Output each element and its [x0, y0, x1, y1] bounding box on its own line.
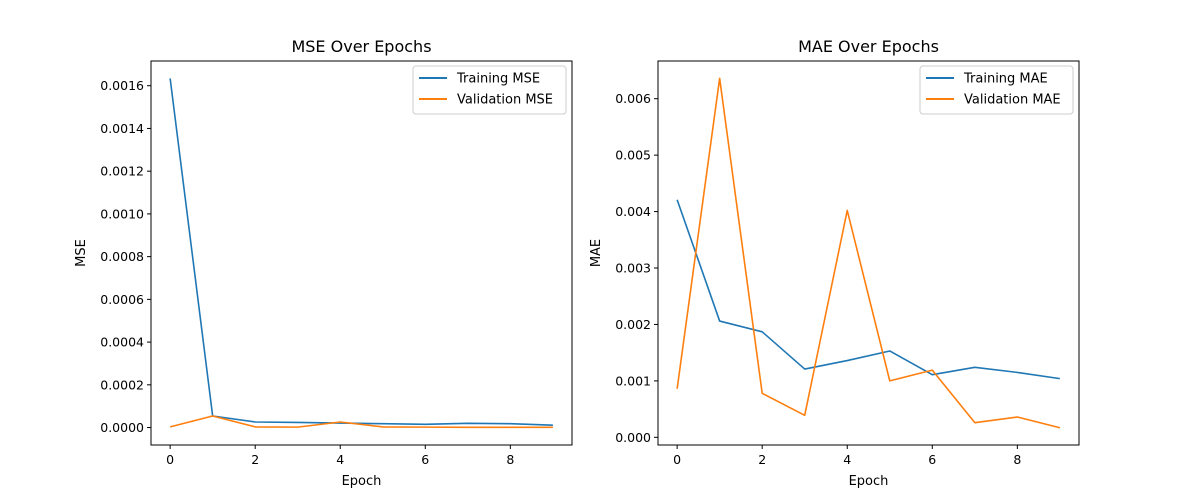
series-lines: [676, 77, 1061, 429]
y-tick-label: 0.0002: [100, 377, 144, 392]
ticks: 0 2 4 6 8 0.000 0.001 0.002 0.003 0.004 0.005 0.006: [615, 91, 1021, 467]
y-tick-label: 0.0016: [100, 78, 144, 93]
x-tick-label: 0: [673, 452, 681, 467]
x-tick-label: 8: [506, 452, 514, 467]
y-tick-label: 0.000: [615, 430, 651, 445]
x-tick-label: 2: [251, 452, 259, 467]
mse-chart: MSE Over Epochs Epoch MSE 0 2 4 6 8 0.0000 0.0…: [74, 37, 573, 489]
y-tick-label: 0.0010: [100, 206, 144, 221]
legend-label-training: Training MAE: [963, 72, 1048, 87]
mae-chart: MAE Over Epochs Epoch MAE 0 2 4 6 8 0.000 0.00…: [589, 37, 1080, 489]
legend-label-validation: Validation MAE: [964, 93, 1061, 108]
y-axis-label: MSE: [74, 239, 89, 267]
series-line-validation: [169, 415, 553, 429]
x-axis-label: Epoch: [849, 474, 889, 489]
legend-box: [412, 65, 567, 115]
chart-title: MSE Over Epochs: [291, 37, 431, 56]
ticks: 0 2 4 6 8 0.0000 0.0002 0.0004 0.0006 0.0008 0.001…: [100, 78, 514, 467]
plot-frame: [657, 60, 1080, 446]
y-tick-label: 0.0006: [100, 292, 144, 307]
series-line-training: [676, 199, 1060, 380]
x-tick-label: 6: [421, 452, 429, 467]
series-line-validation: [676, 77, 1061, 429]
y-tick-label: 0.005: [615, 148, 651, 163]
x-tick-label: 2: [758, 452, 766, 467]
x-tick-label: 6: [928, 452, 936, 467]
y-tick-label: 0.0012: [100, 164, 144, 179]
x-tick-label: 4: [336, 452, 344, 467]
y-tick-label: 0.006: [615, 91, 651, 106]
series-line-training: [169, 78, 553, 426]
legend: Training MSE Validation MSE: [412, 65, 567, 115]
y-tick-label: 0.004: [615, 204, 651, 219]
legend-label-validation: Validation MSE: [457, 93, 553, 108]
legend: Training MAE Validation MAE: [919, 65, 1074, 115]
y-tick-label: 0.0014: [100, 121, 144, 136]
x-tick-label: 4: [843, 452, 851, 467]
legend-box: [919, 65, 1074, 115]
x-tick-label: 0: [166, 452, 174, 467]
legend-label-training: Training MSE: [456, 72, 540, 87]
y-tick-label: 0.0000: [100, 420, 144, 435]
y-tick-label: 0.0008: [100, 249, 144, 264]
series-lines: [169, 78, 553, 429]
y-axis-label: MAE: [589, 239, 604, 267]
x-axis-label: Epoch: [342, 474, 382, 489]
chart-title: MAE Over Epochs: [798, 37, 939, 56]
y-tick-label: 0.0004: [100, 335, 144, 350]
y-tick-label: 0.002: [615, 317, 651, 332]
y-tick-label: 0.003: [615, 261, 651, 276]
y-tick-label: 0.001: [615, 373, 651, 388]
plot-frame: [150, 60, 573, 446]
x-tick-label: 8: [1013, 452, 1021, 467]
